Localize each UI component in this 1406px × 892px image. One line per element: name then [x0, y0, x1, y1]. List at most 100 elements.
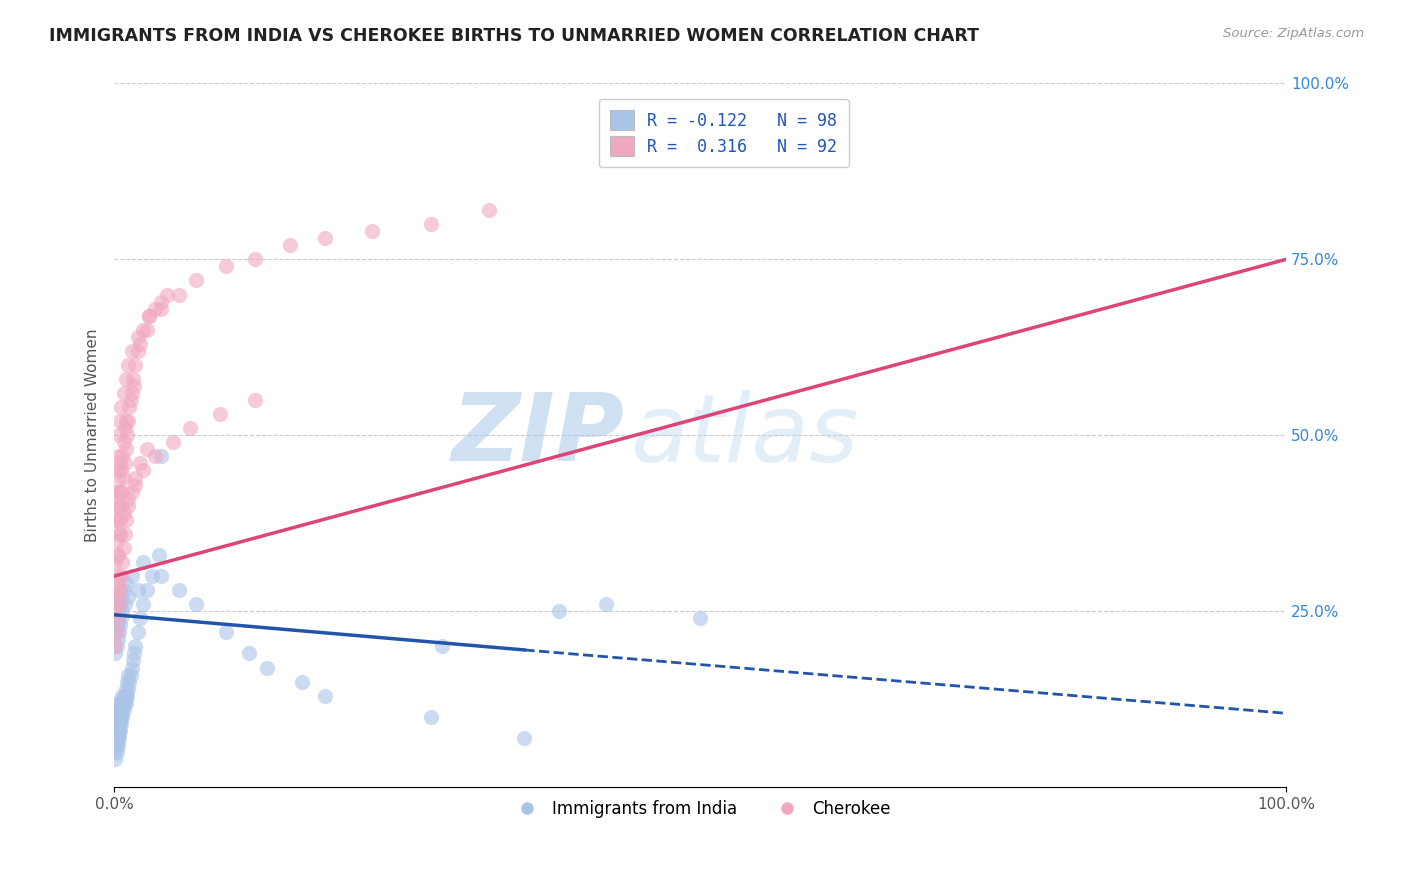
Point [111, 703, 134, 717]
Point [107, 703, 129, 717]
Point [112, 696, 135, 710]
Point [110, 696, 132, 710]
Point [108, 604, 131, 618]
Point [117, 491, 139, 506]
Point [104, 745, 127, 759]
Point [167, 583, 190, 598]
Point [115, 674, 138, 689]
Point [104, 625, 127, 640]
Point [107, 723, 129, 738]
Point [238, 647, 260, 661]
Point [114, 421, 136, 435]
Point [108, 618, 131, 632]
Point [105, 625, 128, 640]
Point [105, 723, 128, 738]
Point [115, 414, 138, 428]
Point [108, 499, 131, 513]
Text: atlas: atlas [630, 390, 858, 481]
Point [243, 252, 266, 267]
Point [110, 569, 132, 583]
Point [115, 689, 138, 703]
Point [111, 484, 134, 499]
Point [595, 597, 617, 611]
Point [112, 689, 135, 703]
Point [107, 716, 129, 731]
Point [513, 731, 536, 745]
Point [107, 710, 129, 724]
Point [105, 703, 128, 717]
Point [150, 294, 173, 309]
Point [108, 414, 131, 428]
Point [114, 597, 136, 611]
Point [186, 273, 208, 287]
Point [117, 499, 139, 513]
Point [121, 343, 143, 358]
Point [104, 752, 127, 766]
Point [115, 689, 138, 703]
Point [108, 625, 131, 640]
Point [108, 723, 131, 738]
Point [114, 696, 136, 710]
Point [127, 330, 149, 344]
Point [111, 689, 134, 703]
Point [243, 393, 266, 408]
Point [121, 386, 143, 401]
Point [108, 710, 131, 724]
Point [132, 597, 155, 611]
Point [105, 569, 128, 583]
Point [124, 470, 146, 484]
Point [214, 625, 236, 640]
Point [136, 442, 159, 457]
Point [167, 287, 190, 301]
Point [120, 667, 142, 681]
Point [129, 457, 152, 471]
Point [162, 435, 184, 450]
Point [121, 660, 143, 674]
Point [107, 696, 129, 710]
Point [129, 611, 152, 625]
Point [114, 689, 136, 703]
Point [132, 463, 155, 477]
Point [148, 548, 170, 562]
Point [136, 583, 159, 598]
Text: ZIP: ZIP [451, 389, 624, 482]
Point [110, 703, 132, 717]
Point [108, 484, 131, 499]
Text: Source: ZipAtlas.com: Source: ZipAtlas.com [1223, 27, 1364, 40]
Point [121, 569, 143, 583]
Point [104, 640, 127, 654]
Point [115, 681, 138, 696]
Point [122, 653, 145, 667]
Point [124, 477, 146, 491]
Point [138, 309, 160, 323]
Point [104, 647, 127, 661]
Point [108, 457, 131, 471]
Point [419, 710, 441, 724]
Point [122, 647, 145, 661]
Point [419, 217, 441, 231]
Point [108, 723, 131, 738]
Point [107, 590, 129, 604]
Point [110, 499, 132, 513]
Point [111, 710, 134, 724]
Point [186, 597, 208, 611]
Point [108, 526, 131, 541]
Point [107, 738, 129, 752]
Point [111, 555, 134, 569]
Point [432, 640, 454, 654]
Point [112, 470, 135, 484]
Point [104, 513, 127, 527]
Point [104, 738, 127, 752]
Point [108, 428, 131, 442]
Point [112, 703, 135, 717]
Point [105, 590, 128, 604]
Point [112, 435, 135, 450]
Point [104, 604, 127, 618]
Point [108, 710, 131, 724]
Point [361, 224, 384, 238]
Point [105, 745, 128, 759]
Point [115, 513, 138, 527]
Point [105, 640, 128, 654]
Point [108, 597, 131, 611]
Point [150, 569, 173, 583]
